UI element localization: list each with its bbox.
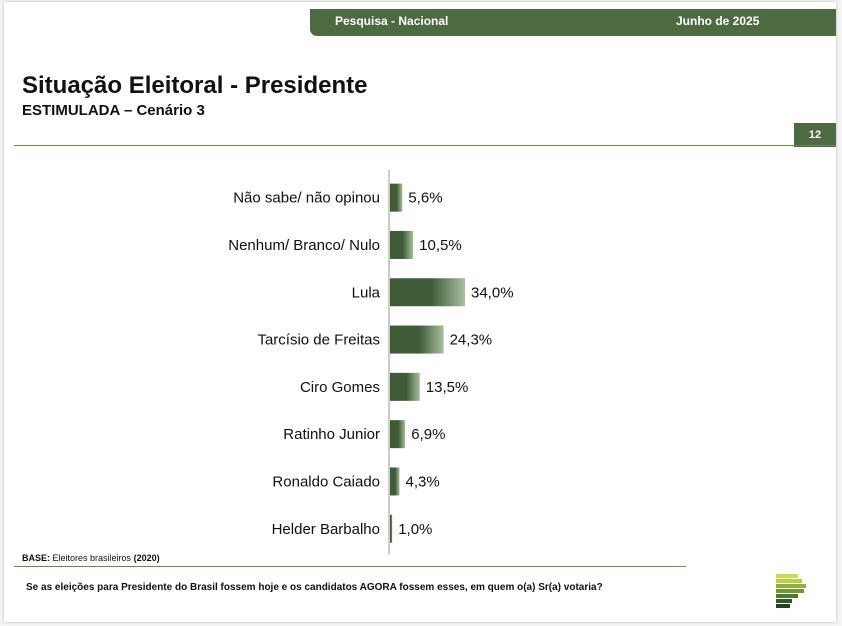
data-label: 34,0% <box>471 284 514 301</box>
data-label: 4,3% <box>405 473 439 490</box>
category-label: Helder Barbalho <box>272 521 380 538</box>
category-label: Ciro Gomes <box>300 379 380 396</box>
date-label: Junho de 2025 <box>676 14 760 28</box>
category-label: Tarcísio de Freitas <box>257 332 380 349</box>
page-title: Situação Eleitoral - Presidente <box>22 72 368 99</box>
page-number-badge: 12 <box>794 123 836 147</box>
header-rule <box>14 145 836 146</box>
bar <box>390 325 444 354</box>
survey-label: Pesquisa - Nacional <box>335 14 449 28</box>
bar <box>390 278 465 307</box>
category-label: Não sabe/ não opinou <box>233 190 380 207</box>
stacked-bars-logo-icon <box>776 574 806 608</box>
bar <box>390 514 393 543</box>
category-label: Lula <box>352 284 381 301</box>
bar <box>390 230 414 259</box>
bar <box>390 420 406 449</box>
data-label: 13,5% <box>426 379 469 396</box>
slide: Pesquisa - Nacional Junho de 2025 Situaç… <box>4 2 836 622</box>
category-label: Nenhum/ Branco/ Nulo <box>228 237 380 254</box>
category-label: Ronaldo Caiado <box>272 473 380 490</box>
header-bar: Pesquisa - Nacional Junho de 2025 <box>310 9 836 36</box>
survey-question: Se as eleições para Presidente do Brasil… <box>26 582 603 593</box>
data-label: 5,6% <box>408 190 442 207</box>
data-label: 6,9% <box>411 426 445 443</box>
base-note: BASE: Eleitores brasileiros (2020) <box>22 553 160 563</box>
page-subtitle: ESTIMULADA – Cenário 3 <box>22 102 205 119</box>
category-label: Ratinho Junior <box>283 426 380 443</box>
bar-chart: Não sabe/ não opinou 5,6% Nenhum/ Branco/ … <box>228 170 514 555</box>
data-label: 1,0% <box>398 521 432 538</box>
base-count: (2020) <box>133 553 160 563</box>
bar <box>390 467 400 496</box>
base-label: BASE: <box>22 553 51 563</box>
data-label: 10,5% <box>419 237 462 254</box>
bar <box>390 372 420 401</box>
footer-rule <box>14 566 686 567</box>
base-text: Eleitores brasileiros <box>52 553 132 563</box>
bar <box>390 183 403 212</box>
data-label: 24,3% <box>450 332 493 349</box>
